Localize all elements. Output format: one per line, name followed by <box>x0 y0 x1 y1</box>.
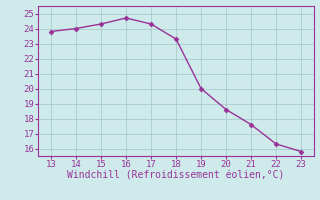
X-axis label: Windchill (Refroidissement éolien,°C): Windchill (Refroidissement éolien,°C) <box>67 171 285 181</box>
